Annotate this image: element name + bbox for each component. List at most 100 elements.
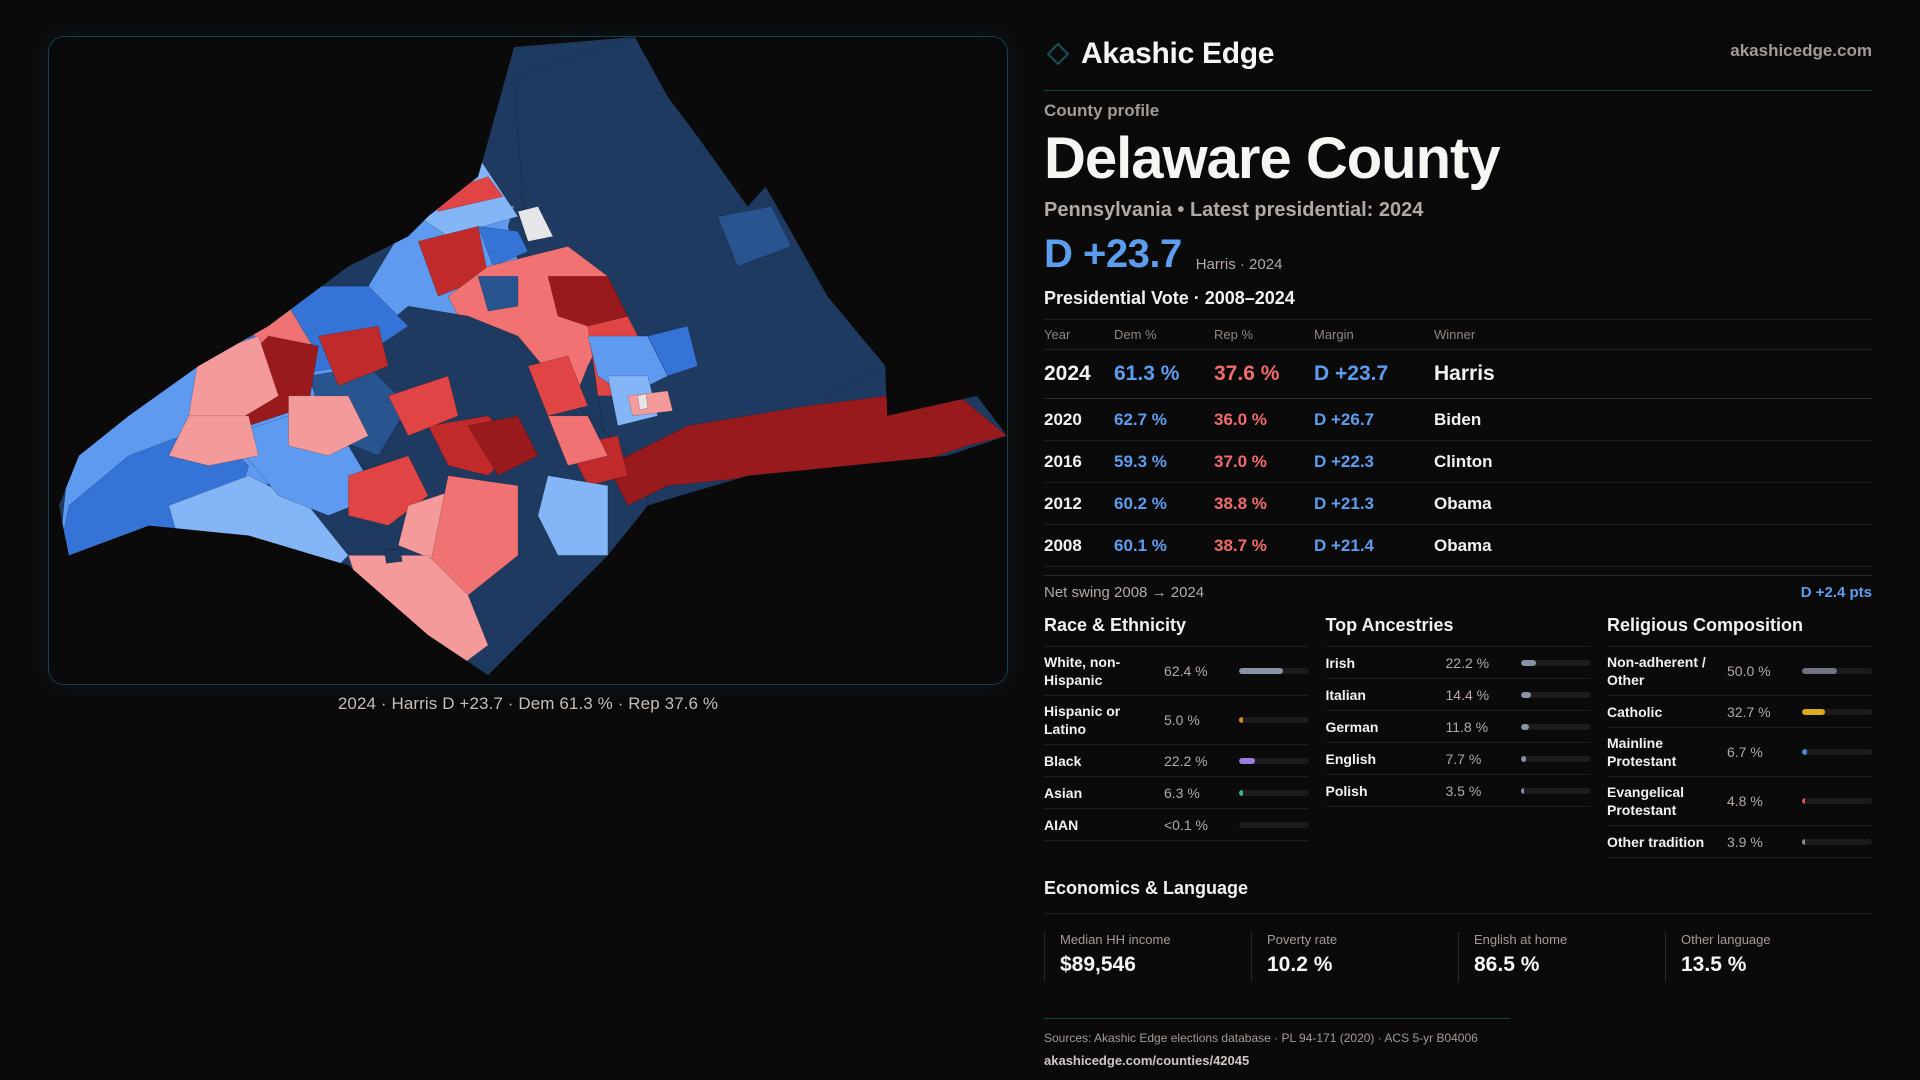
- sources-divider: [1044, 1018, 1510, 1019]
- precinct-r-tilt[interactable]: [547, 415, 609, 467]
- table-row: 2012 60.2 % 38.8 % D +21.3 Obama: [1044, 482, 1872, 525]
- stat-row: English 7.7 %: [1325, 743, 1591, 775]
- cell-rep: 37.0 %: [1214, 440, 1314, 483]
- precinct-layer: [58, 37, 1007, 676]
- stat-row: Irish 22.2 %: [1325, 647, 1591, 679]
- stat-label: Catholic: [1607, 703, 1663, 720]
- stat-value: 22.2 %: [1164, 752, 1208, 769]
- stat-value: 7.7 %: [1445, 750, 1482, 767]
- stat-value: 32.7 %: [1727, 703, 1771, 720]
- econ-value: 86.5 %: [1474, 953, 1540, 976]
- stat-bar-fill: [1802, 749, 1807, 755]
- brand-header: Akashic Edge akashicedge.com: [1044, 28, 1872, 80]
- site-link[interactable]: akashicedge.com: [1730, 41, 1872, 60]
- precinct-r-likely[interactable]: [318, 325, 389, 387]
- precinct-d-slight[interactable]: [537, 475, 609, 556]
- stat-value: 14.4 %: [1445, 686, 1490, 703]
- stat-label: Asian: [1044, 784, 1083, 801]
- stat-row: Mainline Protestant 6.7 %: [1607, 728, 1872, 777]
- stat-label: Black: [1044, 752, 1082, 769]
- stat-bar-fill: [1239, 668, 1283, 674]
- cell-winner: Biden: [1434, 398, 1872, 441]
- econ-value: 13.5 %: [1681, 953, 1747, 976]
- econ-card-income: Median HH income $89,546: [1044, 932, 1251, 982]
- col-header-rep: Rep %: [1214, 319, 1314, 350]
- precinct-d-lean[interactable]: [477, 226, 529, 267]
- stat-label: German: [1325, 718, 1379, 735]
- stat-bar-fill: [1239, 717, 1243, 723]
- stat-label: Irish: [1325, 654, 1356, 671]
- precinct-r-slight[interactable]: [288, 395, 369, 457]
- stat-label: Polish: [1325, 782, 1368, 799]
- stat-row: Catholic 32.7 %: [1607, 696, 1872, 728]
- stat-row: Polish 3.5 %: [1325, 775, 1591, 807]
- precinct-d-likely[interactable]: [717, 206, 792, 267]
- cell-rep: 36.0 %: [1214, 398, 1314, 441]
- stat-bar: [1520, 691, 1591, 698]
- stat-label: Evangelical Protestant: [1607, 784, 1685, 818]
- table-row: 2016 59.3 % 37.0 % D +22.3 Clinton: [1044, 440, 1872, 483]
- page-title: Delaware County: [1044, 126, 1501, 191]
- econ-card-poverty: Poverty rate 10.2 %: [1251, 932, 1458, 982]
- table-row: 2020 62.7 % 36.0 % D +26.7 Biden: [1044, 398, 1872, 441]
- stat-value: 50.0 %: [1727, 663, 1771, 679]
- cell-margin: D +22.3: [1314, 440, 1434, 483]
- precinct-d-lean[interactable]: [647, 325, 699, 377]
- cell-winner: Harris: [1434, 349, 1872, 399]
- stat-row: White, non-Hispanic 62.4 %: [1044, 647, 1309, 696]
- precinct-r-lean[interactable]: [387, 375, 459, 437]
- stat-label: Mainline Protestant: [1607, 735, 1677, 769]
- precinct-r-lean[interactable]: [527, 355, 589, 417]
- economics-grid: Median HH income $89,546 Poverty rate 10…: [1044, 932, 1872, 982]
- precinct-map-frame: [48, 36, 1008, 685]
- precinct-r-tilt[interactable]: [427, 475, 519, 596]
- stat-bar: [1239, 757, 1309, 764]
- stat-row: Other tradition 3.9 %: [1607, 826, 1872, 858]
- brand-name: Akashic Edge: [1081, 37, 1275, 70]
- cell-year: 2012: [1044, 482, 1114, 525]
- stat-row: German 11.8 %: [1325, 711, 1591, 743]
- cell-margin: D +21.3: [1314, 482, 1434, 525]
- net-swing-value: D +2.4 pts: [1800, 584, 1872, 601]
- precinct-map[interactable]: [49, 37, 1007, 684]
- cell-winner: Obama: [1434, 482, 1872, 525]
- cell-dem: 60.1 %: [1114, 524, 1214, 567]
- religion-section: Religious Composition Non-adherent / Oth…: [1607, 615, 1872, 858]
- cell-rep: 37.6 %: [1214, 349, 1314, 399]
- stat-row: Evangelical Protestant 4.8 %: [1607, 777, 1872, 826]
- stat-bar: [1520, 787, 1591, 794]
- ancestry-section: Top Ancestries Irish 22.2 % Italian 14.4 % G…: [1325, 615, 1591, 858]
- cell-year: 2016: [1044, 440, 1114, 483]
- stat-bar-fill: [1802, 798, 1806, 804]
- stat-row: Hispanic or Latino 5.0 %: [1044, 696, 1309, 745]
- stat-bar: [1802, 668, 1872, 674]
- precinct-d-safe[interactable]: [383, 549, 403, 564]
- sources-text: Sources: Akashic Edge elections database…: [1044, 1031, 1478, 1045]
- precinct-r-safe[interactable]: [467, 415, 539, 477]
- margin-context: Harris · 2024: [1195, 256, 1283, 273]
- precinct-r-slight[interactable]: [168, 415, 259, 466]
- source-url-link[interactable]: akashicedge.com/counties/42045: [1044, 1053, 1250, 1068]
- cell-dem: 62.7 %: [1114, 398, 1214, 441]
- stat-label: English: [1325, 750, 1377, 767]
- race-ethnicity-section: Race & Ethnicity White, non-Hispanic 62.4…: [1044, 615, 1309, 858]
- precinct-tossup[interactable]: [517, 206, 554, 242]
- stat-value: 62.4 %: [1164, 663, 1208, 679]
- econ-card-other-language: Other language 13.5 %: [1665, 932, 1872, 982]
- precinct-d-likely[interactable]: [477, 275, 519, 312]
- diamond-outline-icon: [1046, 42, 1070, 66]
- stat-label: Italian: [1325, 686, 1366, 703]
- county-profile-panel: Akashic Edge akashicedge.com County prof…: [1044, 28, 1872, 1068]
- net-swing-label: Net swing 2008 → 2024: [1044, 584, 1205, 601]
- stat-bar: [1520, 659, 1591, 666]
- precinct-tossup[interactable]: [637, 393, 649, 411]
- stat-row: AIAN <0.1 %: [1044, 809, 1309, 841]
- stat-bar-fill: [1802, 668, 1837, 674]
- col-header-margin: Margin: [1314, 319, 1434, 350]
- stat-bar: [1239, 717, 1309, 723]
- table-row: 2024 61.3 % 37.6 % D +23.7 Harris: [1044, 349, 1872, 399]
- econ-card-english: English at home 86.5 %: [1458, 932, 1665, 982]
- stat-bar: [1520, 723, 1591, 730]
- table-row: 2008 60.1 % 38.7 % D +21.4 Obama: [1044, 524, 1872, 567]
- precinct-r-safe[interactable]: [607, 385, 1007, 506]
